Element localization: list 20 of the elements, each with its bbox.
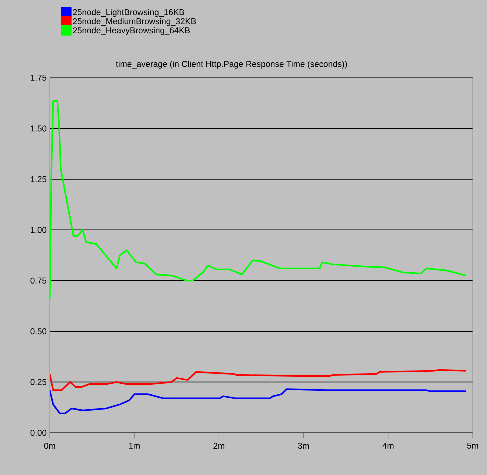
- x-tick-label: 2m: [214, 443, 225, 449]
- legend-label: 25node_LightBrowsing_16KB: [73, 9, 184, 18]
- y-tick-label: 0.75: [30, 278, 47, 284]
- y-tick-label: 0.00: [30, 430, 47, 436]
- x-tick-label: 4m: [382, 443, 394, 449]
- x-tick-label: 1m: [129, 443, 140, 449]
- y-tick-label: 1.75: [31, 75, 47, 81]
- y-tick-label: 0.50: [30, 328, 47, 335]
- legend-label: 25node_MediumBrowsing_32KB: [73, 18, 196, 26]
- line-series: [50, 369, 468, 392]
- y-tick-label: 1.50: [31, 126, 47, 132]
- x-tick-label: 3m: [298, 443, 310, 450]
- x-tick-label: 0m: [44, 443, 56, 450]
- y-tick-label: 1.00: [31, 227, 47, 234]
- legend-label: 25node_HeavyBrowsing_64KB: [73, 27, 190, 36]
- x-tick-label: 5m: [467, 443, 478, 449]
- y-tick-label: 0.25: [30, 379, 47, 386]
- line-series: [50, 100, 468, 300]
- chart-title: time_average (in Client Http.Page Response Time (seconds)): [116, 60, 348, 69]
- y-tick-label: 1.25: [31, 176, 47, 182]
